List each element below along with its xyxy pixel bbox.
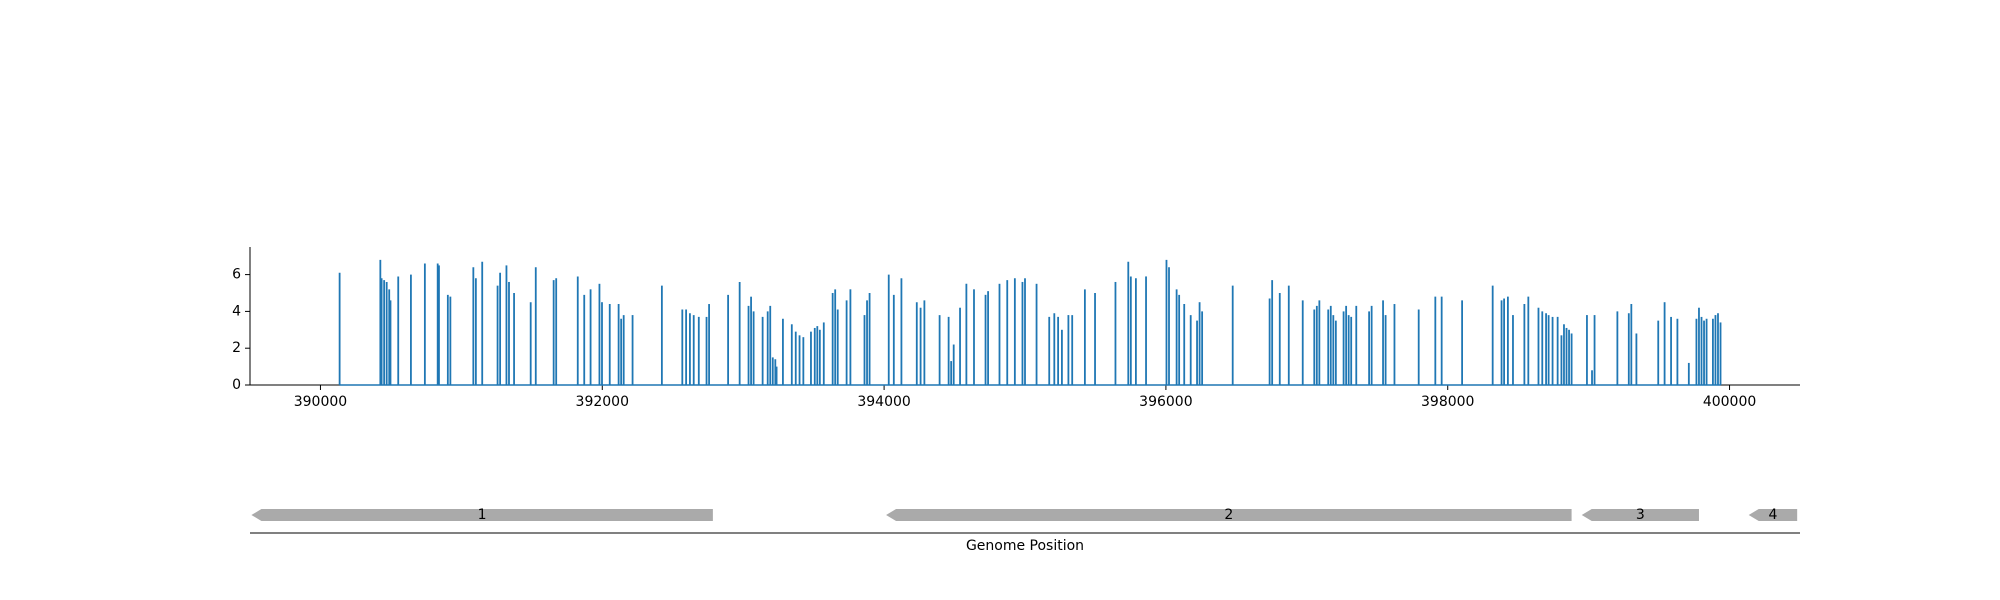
gene-label: 3 xyxy=(1636,507,1645,523)
y-tick-label: 6 xyxy=(232,267,241,283)
gene-label: 2 xyxy=(1224,507,1233,523)
x-tick-label: 394000 xyxy=(857,394,910,410)
x-tick-label: 392000 xyxy=(576,394,629,410)
gene xyxy=(886,509,1572,521)
gene-label: 4 xyxy=(1768,507,1777,523)
y-tick-label: 2 xyxy=(232,340,241,356)
x-tick-label: 390000 xyxy=(294,394,347,410)
gene-label: 1 xyxy=(478,507,487,523)
gene xyxy=(1748,509,1798,521)
x-tick-label: 398000 xyxy=(1421,394,1474,410)
x-axis-label: Genome Position xyxy=(966,538,1084,554)
y-tick-label: 4 xyxy=(232,303,241,319)
y-tick-label: 0 xyxy=(232,377,241,393)
gene xyxy=(251,509,713,521)
gene xyxy=(1581,509,1699,521)
x-tick-label: 400000 xyxy=(1703,394,1756,410)
x-tick-label: 396000 xyxy=(1139,394,1192,410)
